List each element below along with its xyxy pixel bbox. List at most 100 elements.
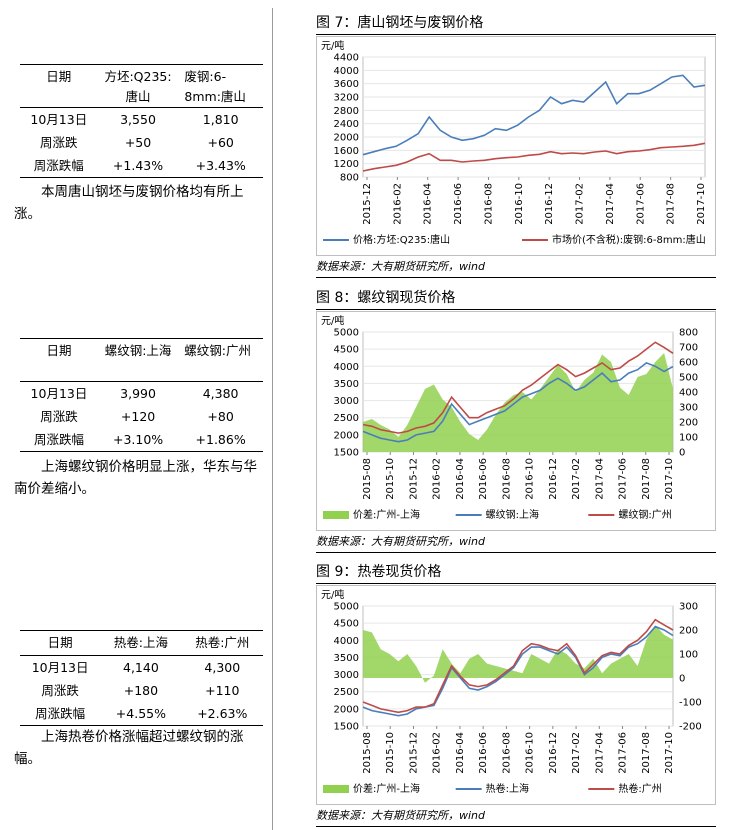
table-cell: 周涨跌 — [40, 134, 78, 150]
table-cell: +4.55% — [100, 702, 182, 726]
y2-tick-label: 700 — [679, 343, 698, 354]
y-tick-label: 2800 — [334, 106, 359, 117]
legend-label: 市场价(不含税):废钢:6-8mm:唐山 — [552, 233, 706, 246]
legend-swatch — [323, 511, 349, 519]
chart-rebar: 元/吨 1500 2000 2500 3000 3500 4000 4500 5000 0 100 2… — [321, 314, 698, 521]
y2-tick-label: 800 — [679, 328, 698, 339]
commentary-paragraph: 本周唐山钢坯与废钢价格均有所上涨。 — [14, 184, 244, 222]
table-cell: 周涨跌幅 — [20, 702, 101, 726]
table-header: 螺纹钢:广州 — [178, 338, 263, 382]
y2-tick-label: 100 — [679, 650, 698, 661]
y2-tick-label: 300 — [679, 602, 698, 613]
series-area-spread — [363, 353, 673, 452]
commentary-paragraph: 上海螺纹钢价格明显上涨，华东与华南价差缩小。 — [14, 459, 257, 497]
legend-label: 螺纹钢:上海 — [486, 508, 539, 521]
x-tick-label: 2017-04 — [594, 458, 605, 500]
x-tick-label: 2017-02 — [571, 458, 582, 500]
y-tick-label: 2400 — [334, 119, 359, 130]
series-line — [362, 625, 674, 717]
table-cell: 10月13日 — [30, 111, 88, 127]
y-tick-label: 3000 — [334, 670, 359, 681]
table-header: 日期 — [20, 630, 101, 656]
x-tick-label: 2016-08 — [501, 458, 512, 500]
table-cell: +120 — [120, 408, 156, 424]
y-tick-label: 2000 — [334, 133, 359, 144]
y2-tick-label: 200 — [679, 626, 698, 637]
x-tick-label: 2016-12 — [544, 183, 555, 225]
table-row: 周涨跌幅 +1.43% +3.43% — [20, 154, 263, 178]
x-tick-label: 2016-12 — [548, 458, 559, 500]
y2-tick-label: 200 — [679, 418, 698, 429]
y-tick-label: 3500 — [334, 379, 359, 390]
table-header: 日期 — [20, 338, 98, 382]
figure-title: 图 8：螺纹钢现货价格 — [316, 287, 716, 310]
figure-title: 图 7：唐山钢坯与废钢价格 — [316, 12, 716, 35]
y-tick-label: 5000 — [334, 328, 359, 339]
x-tick-label: 2016-10 — [514, 183, 525, 225]
x-tick-label: 2016-10 — [525, 732, 536, 774]
x-tick-label: 2017-06 — [635, 183, 646, 225]
series-line — [362, 74, 706, 156]
chart-container: 元/吨 1500 2000 2500 3000 3500 4000 4500 5000 0 100 2… — [316, 311, 716, 531]
x-tick-label: 2016-04 — [423, 183, 434, 225]
y2-tick-label: 100 — [679, 433, 698, 444]
x-tick-label: 2017-10 — [696, 183, 707, 225]
x-tick-label: 2017-02 — [575, 183, 586, 225]
x-tick-label: 2016-12 — [548, 732, 559, 774]
y-tick-label: 3200 — [334, 93, 359, 104]
x-tick-label: 2016-02 — [432, 458, 443, 500]
chart-hot-coil: 元/吨15002000250030003500400045005000-200-… — [321, 588, 702, 795]
y-tick-label: 1200 — [334, 159, 359, 170]
y-tick-label: 4500 — [334, 345, 359, 356]
x-tick-label: 2017-08 — [666, 183, 677, 225]
table-header: 废钢:6-8mm:唐山 — [178, 64, 263, 108]
x-tick-label: 2015-08 — [362, 732, 373, 774]
x-tick-label: 2015-12 — [362, 183, 373, 225]
x-tick-label: 2017-10 — [664, 458, 675, 500]
table-cell: +80 — [207, 408, 234, 424]
y-tick-label: 3600 — [334, 79, 359, 90]
x-tick-label: 2017-06 — [618, 732, 629, 774]
y2-tick-label: -200 — [679, 722, 702, 733]
y2-tick-label: 500 — [679, 373, 698, 384]
table-cell: +110 — [205, 682, 240, 698]
legend-label: 热卷:广州 — [618, 782, 661, 795]
table-cell: 10月13日 — [30, 385, 88, 401]
table-header: 螺纹钢:上海 — [97, 338, 179, 382]
x-tick-label: 2016-08 — [501, 732, 512, 774]
legend-label: 螺纹钢:广州 — [618, 508, 671, 521]
y-tick-label: 4500 — [334, 619, 359, 630]
table-cell: +180 — [123, 682, 159, 698]
figure-source: 数据来源：大有期货研究所，wind — [316, 258, 716, 278]
x-tick-label: 2017-08 — [641, 732, 652, 774]
table-rebar: 日期 螺纹钢:上海 螺纹钢:广州 10月13日 3,990 4,380 周涨跌 … — [20, 338, 263, 452]
x-tick-label: 2016-04 — [455, 732, 466, 774]
x-tick-label: 2017-10 — [664, 732, 675, 774]
y-tick-label: 4000 — [334, 66, 359, 77]
x-tick-label: 2016-10 — [525, 458, 536, 500]
x-tick-label: 2016-04 — [455, 458, 466, 500]
y-tick-label: 2500 — [334, 687, 359, 698]
y-axis-unit: 元/吨 — [321, 314, 344, 327]
table-row: 10月13日 4,140 4,300 — [20, 656, 263, 680]
y-tick-label: 1500 — [334, 448, 359, 459]
series-line — [362, 341, 674, 434]
table-header: 方坯:Q235:唐山 — [97, 64, 179, 108]
y-tick-label: 1500 — [334, 722, 359, 733]
y2-tick-label: 600 — [679, 358, 698, 369]
table-cell: 3,990 — [120, 385, 156, 401]
x-tick-label: 2015-08 — [362, 458, 373, 500]
y2-tick-label: 0 — [679, 448, 685, 459]
table-cell: 4,380 — [202, 385, 239, 401]
table-cell: +1.43% — [97, 154, 179, 178]
chart-container: 元/吨 1500 2000 2500 3000 3500 4000 4500 5000 -200-… — [316, 585, 716, 805]
table-cell: +60 — [207, 134, 234, 150]
y-tick-label: 3000 — [334, 396, 359, 407]
y-tick-label: 2500 — [334, 413, 359, 424]
y-axis-unit: 元/吨 — [321, 39, 344, 52]
x-tick-label: 2017-08 — [641, 458, 652, 500]
table-header: 热卷:广州 — [181, 630, 263, 656]
table-cell: 周涨跌幅 — [20, 154, 98, 178]
y-tick-label: 5000 — [334, 602, 359, 613]
series-area-spread — [363, 625, 673, 683]
